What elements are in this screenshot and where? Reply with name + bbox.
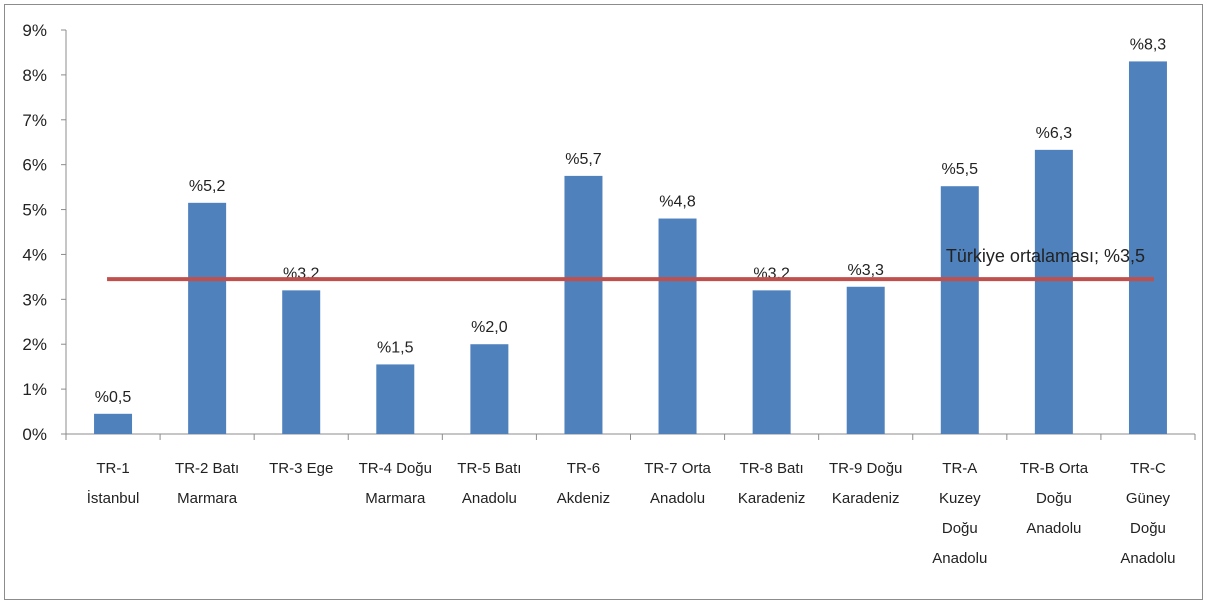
category-label: Anadolu (1120, 550, 1175, 567)
category-label: Doğu (942, 520, 978, 537)
bar (376, 364, 415, 434)
category-label: TR-3 Ege (269, 460, 333, 477)
category-label: TR-2 Batı (175, 460, 239, 477)
y-tick-label: 5% (22, 201, 47, 220)
chart-frame: 0% 1% 2% 3% 4% 5% 6% 7% 8% 9% TR-1 İstanbul TR-2 Ba… (4, 4, 1203, 600)
category-label: TR-8 Batı (740, 460, 804, 477)
data-label: %3,3 (847, 262, 884, 279)
category-label: TR-5 Batı (457, 460, 521, 477)
data-label: %5,2 (189, 178, 226, 195)
category-label: Kuzey (939, 490, 981, 507)
category-label: TR-6 (567, 460, 600, 477)
data-label: %2,0 (471, 319, 508, 336)
data-label: %6,3 (1036, 125, 1073, 142)
category-label: Marmara (365, 490, 426, 507)
category-label: Akdeniz (557, 490, 610, 507)
x-axis: TR-1 İstanbul TR-2 Batı Marmara TR-3 Ege TR-4… (65, 433, 1196, 567)
bar (940, 186, 979, 434)
bar-chart: 0% 1% 2% 3% 4% 5% 6% 7% 8% 9% TR-1 İstanbul TR-2 Ba… (22, 21, 1196, 567)
y-tick-label: 6% (22, 156, 47, 175)
category-label: TR-7 Orta (644, 460, 711, 477)
data-label: %4,8 (659, 194, 696, 211)
bar (564, 175, 603, 434)
category-label: Anadolu (650, 490, 705, 507)
data-label: %1,5 (377, 339, 414, 356)
category-label: Doğu (1036, 490, 1072, 507)
category-label: Karadeniz (738, 490, 806, 507)
category-label: İstanbul (87, 489, 140, 507)
category-label: TR-C (1130, 460, 1166, 477)
bar (282, 290, 321, 434)
bar (1034, 149, 1073, 434)
bar (1128, 61, 1167, 435)
data-label: %8,3 (1130, 36, 1167, 53)
y-tick-label: 4% (22, 245, 47, 264)
y-tick-label: 7% (22, 111, 47, 130)
category-label: Karadeniz (832, 490, 900, 507)
category-label: TR-9 Doğu (829, 460, 902, 477)
data-label: %5,5 (942, 161, 979, 178)
category-label: Anadolu (462, 490, 517, 507)
category-label: Güney (1126, 490, 1171, 507)
category-label: TR-A (942, 460, 977, 477)
y-tick-label: 1% (22, 380, 47, 399)
category-label: Doğu (1130, 520, 1166, 537)
category-label: Anadolu (1026, 520, 1081, 537)
y-tick-label: 0% (22, 425, 47, 444)
category-label: Marmara (177, 490, 238, 507)
data-labels: %0,5%5,2%3,2%1,5%2,0%5,7%4,8%3,2 %3,3%5,5… (95, 36, 1166, 405)
data-label: %5,7 (565, 151, 602, 168)
y-tick-label: 3% (22, 290, 47, 309)
bar (752, 290, 791, 434)
reference-line-label: Türkiye ortalaması; %3,5 (946, 246, 1145, 266)
y-axis: 0% 1% 2% 3% 4% 5% 6% 7% 8% 9% (22, 21, 67, 444)
bar (470, 344, 509, 434)
bar (94, 413, 133, 434)
category-label: Anadolu (932, 550, 987, 567)
category-label: TR-4 Doğu (359, 460, 432, 477)
data-label: %0,5 (95, 389, 132, 406)
y-tick-label: 2% (22, 335, 47, 354)
reference-line-group: Türkiye ortalaması; %3,5 (107, 246, 1154, 282)
bar (846, 286, 885, 434)
category-label: TR-B Orta (1020, 460, 1089, 477)
bar (658, 218, 697, 434)
y-tick-label: 9% (22, 21, 47, 40)
category-label: TR-1 (96, 460, 129, 477)
bars (94, 61, 1167, 435)
bar (188, 202, 227, 434)
y-tick-label: 8% (22, 66, 47, 85)
